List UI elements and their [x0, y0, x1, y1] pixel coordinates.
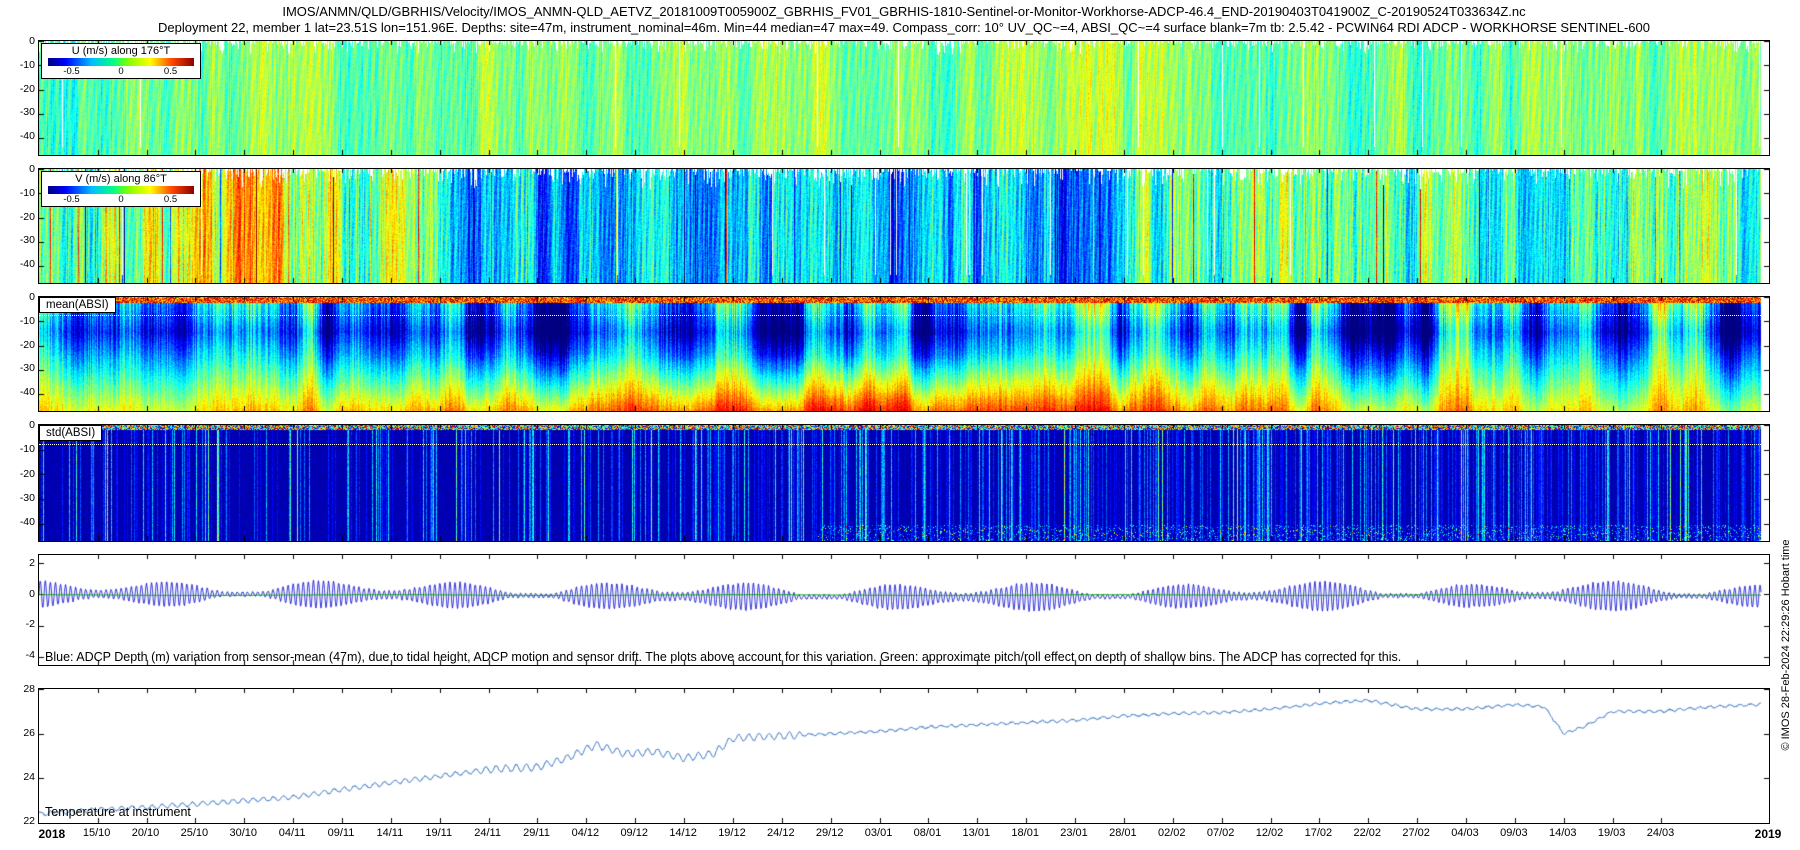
x-axis-year-end: 2019	[1754, 827, 1782, 841]
y-tick-label: -30	[19, 491, 35, 504]
std-absi-heatmap	[39, 425, 1769, 541]
y-tick-label: -2	[25, 618, 35, 631]
x-tick-label: 28/01	[1109, 827, 1137, 839]
x-tick-label: 04/03	[1451, 827, 1479, 839]
colorbar-tick: 0	[118, 66, 124, 77]
temperature-label: Temperature at instrument	[45, 805, 191, 819]
v-colorbar-legend: V (m/s) along 86°T -0.5 0 0.5	[41, 171, 201, 207]
x-tick-label: 29/11	[523, 827, 550, 839]
mean-absi-label: mean(ABSI)	[39, 297, 116, 313]
y-tick-label: 2	[29, 556, 35, 569]
x-tick-label: 19/03	[1597, 827, 1626, 839]
shallow-bin-marker-line	[39, 315, 1769, 317]
x-tick-label: 19/11	[425, 827, 453, 839]
y-tick-label: -4	[25, 649, 35, 662]
y-tick-label: -20	[19, 82, 35, 95]
y-tick-label: 22	[23, 815, 35, 827]
y-tick-label: -40	[19, 516, 35, 529]
u-colorbar-gradient	[48, 58, 194, 66]
x-tick-label: 14/03	[1548, 827, 1577, 839]
x-tick-label: 02/02	[1158, 827, 1186, 839]
x-tick-label: 09/11	[327, 827, 355, 839]
colorbar-tick: -0.5	[63, 194, 80, 205]
x-tick-label: 07/02	[1206, 827, 1235, 839]
panel-depth-variation: Blue: ADCP Depth (m) variation from sens…	[26, 554, 1770, 666]
colorbar-tick: 0.5	[163, 194, 178, 205]
panel-mean-absi: mean(ABSI) 0 -10 -20 -30 -40	[20, 291, 1770, 412]
y-tick-label: 24	[23, 771, 35, 783]
v-velocity-heatmap	[39, 169, 1769, 283]
y-tick-label: -10	[19, 186, 35, 199]
x-tick-label: 20/10	[131, 827, 160, 839]
x-tick-label: 24/12	[767, 827, 795, 839]
x-tick-label: 04/12	[571, 827, 600, 839]
x-tick-label: 17/02	[1304, 827, 1333, 839]
shallow-bin-marker-line	[39, 443, 1769, 445]
x-tick-label: 15/10	[82, 827, 111, 839]
u-colorbar-title: U (m/s) along 176°T	[71, 45, 171, 57]
x-tick-label: 13/01	[962, 827, 991, 839]
colorbar-tick: 0.5	[163, 66, 178, 77]
y-tick-label: -20	[19, 338, 35, 351]
panel-std-absi: std(ABSI) 0 -10 -20 -30 -40	[20, 419, 1770, 542]
x-tick-label: 14/12	[669, 827, 697, 839]
x-tick-label: 23/01	[1060, 827, 1088, 839]
panel-temperature: Temperature at instrument 28 26 24 22	[23, 683, 1770, 827]
x-tick-label: 27/02	[1402, 827, 1430, 839]
y-tick-label: -40	[19, 258, 35, 271]
depth-variation-annotation: Blue: ADCP Depth (m) variation from sens…	[45, 650, 1402, 664]
depth-variation-lineplot	[39, 555, 1769, 665]
y-tick-label: 26	[23, 727, 35, 739]
y-tick-label: -20	[19, 467, 35, 480]
y-tick-label: -40	[19, 386, 35, 399]
y-tick-label: 28	[23, 683, 35, 695]
x-tick-label: 29/12	[815, 827, 844, 839]
y-tick-label: 0	[29, 35, 35, 47]
figure-title-filename: IMOS/ANMN/QLD/GBRHIS/Velocity/IMOS_ANMN-…	[282, 4, 1526, 19]
x-tick-label: 25/10	[180, 827, 209, 839]
x-tick-label: 24/03	[1646, 827, 1675, 839]
y-tick-label: 0	[29, 163, 35, 175]
x-tick-label: 24/11	[474, 827, 501, 839]
y-tick-label: -40	[19, 130, 35, 143]
x-tick-label: 04/11	[278, 827, 306, 839]
y-tick-label: -10	[19, 314, 35, 327]
colorbar-tick: -0.5	[63, 66, 80, 77]
x-tick-label: 03/01	[864, 827, 893, 839]
x-tick-label: 14/11	[376, 827, 404, 839]
x-axis-year-start: 2018	[38, 827, 66, 841]
y-tick-label: -10	[19, 58, 35, 71]
temperature-lineplot	[39, 689, 1769, 823]
v-colorbar-gradient	[48, 186, 194, 194]
x-tick-label: 12/02	[1255, 827, 1284, 839]
u-colorbar-legend: U (m/s) along 176°T -0.5 0 0.5	[41, 43, 201, 79]
figure-subtitle-deployment: Deployment 22, member 1 lat=23.51S lon=1…	[157, 20, 1651, 35]
v-colorbar-title: V (m/s) along 86°T	[75, 173, 167, 185]
x-tick-label: 18/01	[1011, 827, 1039, 839]
y-tick-label: 0	[29, 291, 35, 303]
x-tick-label: 09/12	[620, 827, 648, 839]
u-velocity-heatmap	[39, 41, 1769, 155]
y-tick-label: -30	[19, 106, 35, 119]
y-tick-label: -20	[19, 210, 35, 223]
v-colorbar-tick-labels: -0.5 0 0.5	[46, 194, 196, 205]
x-axis-date-labels: 2018 15/10 20/10 25/10 30/10 04/11 09/11 14/11 1…	[38, 827, 1781, 843]
x-tick-label: 30/10	[229, 827, 258, 839]
x-tick-label: 22/02	[1353, 827, 1382, 839]
x-tick-label: 19/12	[718, 827, 746, 839]
y-tick-label: -10	[19, 443, 35, 456]
mean-absi-heatmap	[39, 297, 1769, 411]
panel-u-velocity: U (m/s) along 176°T -0.5 0 0.5 0 -10 -20 -3…	[20, 35, 1770, 156]
std-absi-label: std(ABSI)	[39, 425, 103, 441]
panel-v-velocity: V (m/s) along 86°T -0.5 0 0.5 0 -10 -20 -30…	[20, 163, 1770, 284]
y-tick-label: 0	[29, 587, 35, 600]
imos-watermark: © IMOS 28-Feb-2024 22:29:26 Hobart time	[1780, 539, 1792, 751]
y-tick-label: -30	[19, 234, 35, 247]
y-tick-label: -30	[19, 362, 35, 375]
u-colorbar-tick-labels: -0.5 0 0.5	[46, 66, 196, 77]
x-tick-label: 08/01	[913, 827, 942, 839]
colorbar-tick: 0	[118, 194, 124, 205]
y-tick-label: 0	[29, 419, 35, 431]
x-tick-label: 09/03	[1500, 827, 1528, 839]
